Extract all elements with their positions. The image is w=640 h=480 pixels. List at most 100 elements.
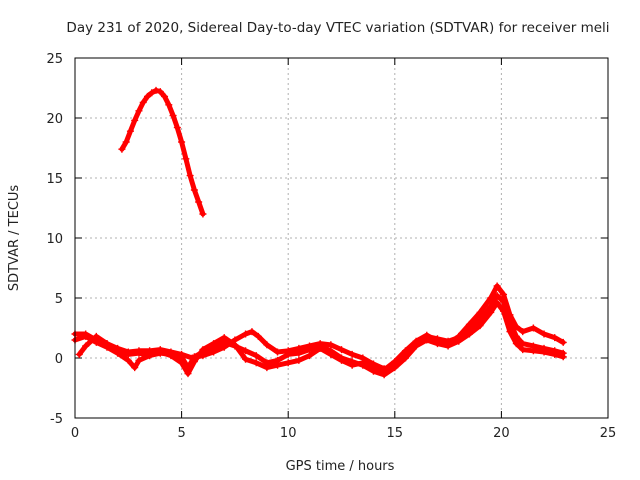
data-point (75, 350, 83, 358)
data-point (348, 350, 356, 358)
data-point (252, 352, 260, 360)
data-point (190, 186, 198, 194)
data-point (529, 347, 537, 355)
data-point (220, 334, 228, 342)
data-point (146, 352, 154, 360)
data-point (122, 138, 130, 146)
data-point (433, 337, 441, 345)
data-point (254, 332, 262, 340)
data-point (263, 341, 271, 349)
x-tick-label: 20 (493, 426, 510, 441)
data-point (540, 348, 548, 356)
data-point (540, 330, 548, 338)
series-track-a (71, 292, 567, 373)
data-point (519, 346, 527, 354)
series-track-c (75, 282, 567, 378)
data-point (316, 344, 324, 352)
data-point (173, 124, 181, 132)
data-point (519, 328, 527, 336)
data-point (199, 346, 207, 354)
data-point (252, 359, 260, 367)
data-point (135, 356, 143, 364)
data-point (327, 341, 335, 349)
x-tick-label: 15 (387, 426, 404, 441)
y-axis-label: SDTVAR / TECUs (7, 185, 22, 292)
data-point (135, 107, 143, 115)
x-tick-label: 0 (71, 426, 79, 441)
data-point (135, 349, 143, 357)
data-point (126, 127, 134, 135)
data-point (178, 353, 186, 361)
data-point (184, 370, 192, 378)
data-point (391, 364, 399, 372)
y-tick-label: 0 (55, 352, 63, 367)
data-point (493, 282, 501, 290)
data-point (295, 349, 303, 357)
data-point (476, 308, 484, 316)
data-point (444, 340, 452, 348)
data-point (178, 359, 186, 367)
data-point (401, 347, 409, 355)
data-point (248, 328, 256, 336)
data-point (369, 364, 377, 372)
data-point (182, 155, 190, 163)
tick-labels: 0 5 10 15 20 25 -5 0 5 10 15 20 25 (46, 52, 616, 441)
data-point (242, 355, 250, 363)
data-point (118, 145, 126, 153)
data-point (274, 361, 282, 369)
data-point (306, 346, 314, 354)
grid-lines (75, 58, 608, 418)
data-point (465, 330, 473, 338)
x-axis-label: GPS time / hours (286, 459, 395, 474)
data-point (359, 359, 367, 367)
data-point (210, 340, 218, 348)
data-point (242, 330, 250, 338)
data-point (551, 350, 559, 358)
data-point (380, 366, 388, 374)
data-point (338, 356, 345, 364)
x-tick-label: 10 (280, 426, 297, 441)
data-point (156, 88, 164, 96)
data-point (306, 352, 314, 360)
data-point (412, 337, 420, 345)
data-point (274, 348, 282, 356)
data-point (92, 338, 100, 346)
data-point (493, 299, 501, 307)
data-point (284, 359, 292, 367)
data-point (559, 353, 567, 361)
plot-frame (74, 57, 609, 419)
y-tick-label: 20 (46, 112, 63, 127)
series-track-b (71, 299, 567, 379)
data-point (148, 89, 156, 97)
data-point (500, 307, 508, 315)
data-point (512, 323, 520, 331)
data-point (455, 332, 463, 340)
data-point (476, 322, 484, 330)
data-point (500, 290, 508, 298)
data-point (131, 116, 139, 124)
data-point (529, 324, 537, 332)
data-point (82, 342, 90, 350)
data-point (139, 98, 147, 106)
data-point (161, 92, 169, 100)
y-tick-label: -5 (50, 412, 63, 427)
data-point (295, 356, 303, 364)
series-line (119, 87, 206, 217)
x-tick-label: 5 (177, 426, 185, 441)
data-point (82, 332, 90, 340)
data-point (512, 340, 520, 348)
data-point (195, 198, 203, 206)
data-point (167, 352, 175, 360)
data-point (92, 332, 100, 340)
series-arc-early-high (118, 86, 207, 218)
data-point (487, 294, 495, 302)
y-tick-label: 25 (46, 52, 63, 67)
data-point (190, 358, 198, 366)
data-point (487, 308, 495, 316)
data-point (143, 92, 151, 100)
data-point (152, 86, 160, 94)
data-point (263, 364, 271, 372)
data-point (114, 347, 122, 355)
data-point (519, 340, 527, 348)
data-point (284, 350, 292, 358)
